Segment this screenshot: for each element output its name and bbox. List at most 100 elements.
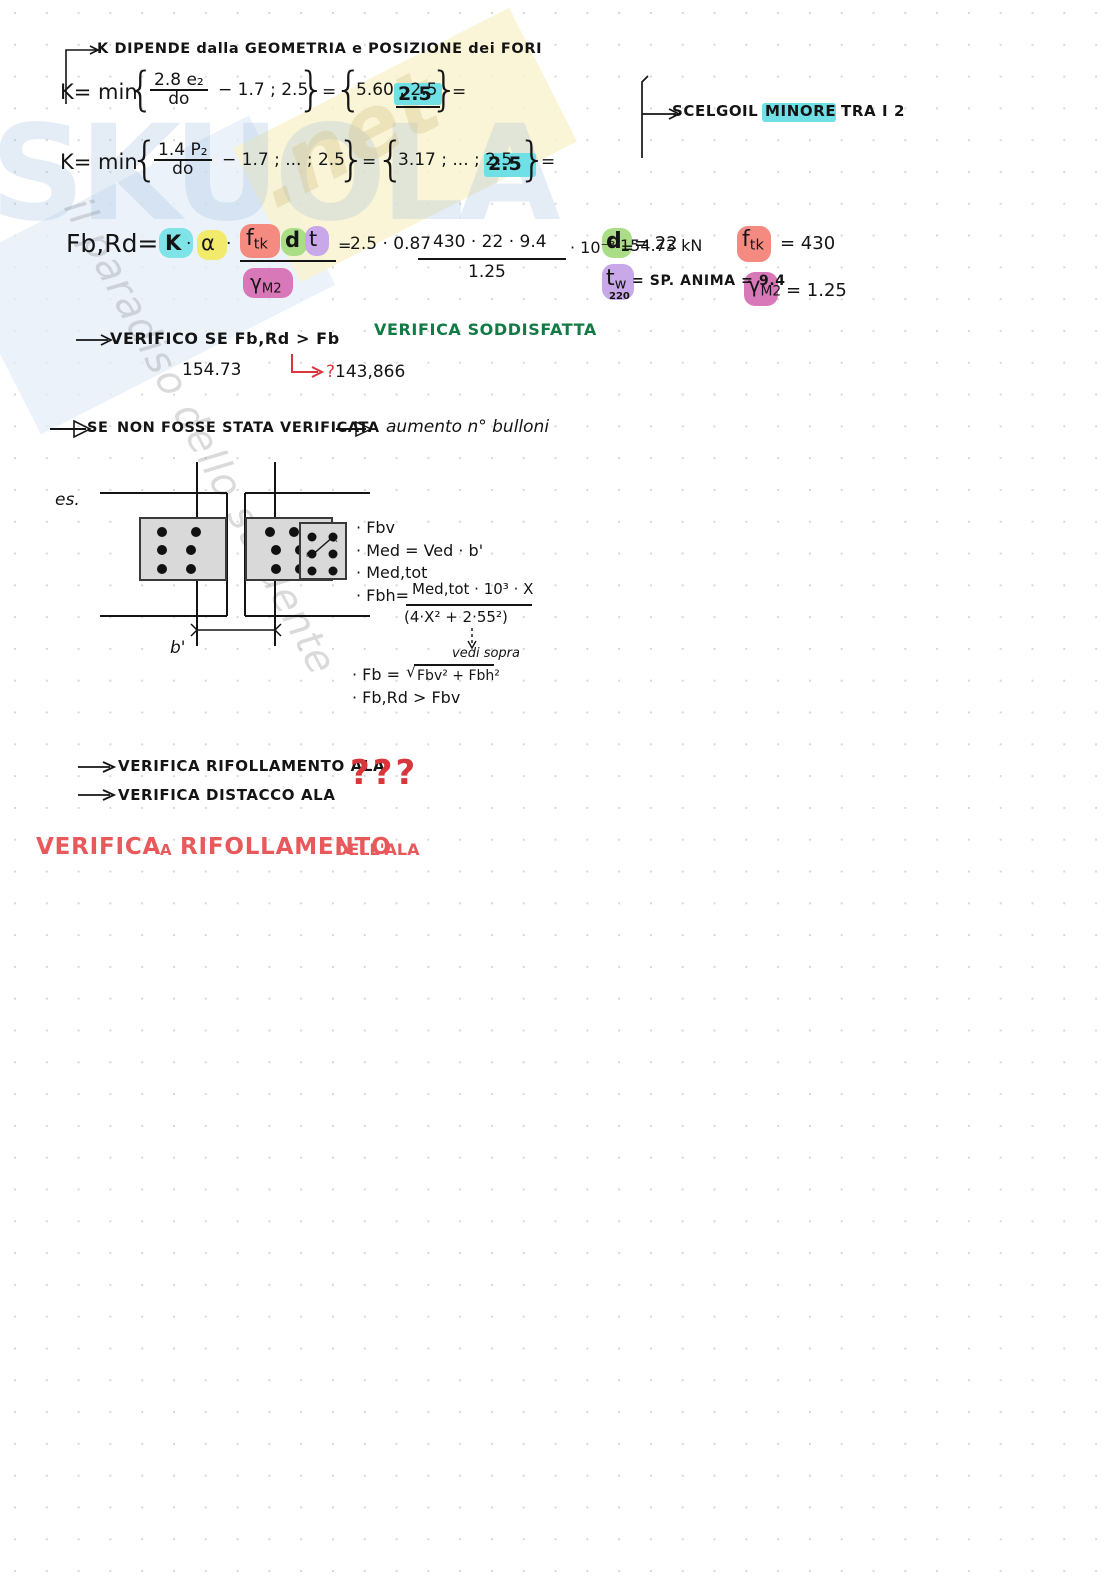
eq-fbrd-numeric-bar — [418, 258, 566, 260]
flange-check-arrow-1 — [78, 789, 117, 801]
flange-check-1: VERIFICA DISTACCO ALA — [118, 786, 336, 804]
fbh-annotation-arrow — [467, 628, 477, 650]
eq-fbrd-ftk: ftk — [246, 228, 268, 252]
eq-k1-den: do — [150, 89, 208, 108]
flange-check-arrow-0 — [78, 761, 117, 773]
highlight-param-d — [602, 228, 632, 258]
param-tw-label: tw — [606, 268, 627, 292]
eq-k1-lhs: K= min — [60, 80, 138, 104]
eq-fbrd-lhs: Fb,Rd= — [66, 229, 159, 258]
eq-fbrd-alpha: α — [201, 231, 215, 255]
eq-k1-result-underline — [396, 106, 440, 108]
param-d-value: = 22 — [634, 233, 678, 254]
eq-fbrd-numeric-pow: · 10⁻³ = — [570, 238, 634, 257]
fbh-num: Med,tot · 10³ · X — [412, 580, 534, 598]
eq-k2-lhs: K= min — [60, 150, 138, 174]
diagram-formula-1-text: Med = Ved · b' — [366, 541, 484, 560]
param-ftk-sub: tk — [749, 237, 764, 254]
param-ftk-base: f — [742, 227, 750, 252]
highlight-param-gamma — [744, 272, 778, 306]
eq-k2-den: do — [154, 159, 212, 178]
eq-fbrd-gamma: γM2 — [250, 272, 282, 296]
param-gamma-value: = 1.25 — [786, 280, 847, 301]
diagram-dimension-label: b' — [170, 638, 186, 658]
eq-k2-result: 2.5 — [488, 153, 522, 175]
eq-k2-fraction: 1.4 P₂ do — [154, 142, 212, 178]
eq-k1-equals-2: = — [452, 82, 467, 102]
param-tw-sub: w — [614, 276, 627, 293]
param-ftk-value: = 430 — [780, 233, 836, 254]
fbh-fraction-bar — [406, 604, 532, 606]
param-gamma-base: γ — [748, 273, 761, 297]
eq-fbrd-numeric-den: 1.25 — [468, 262, 506, 282]
param-gamma-sub: M2 — [760, 283, 782, 300]
not-verified-part1: SE — [87, 420, 109, 436]
bolt-inset-mark-x: x — [333, 535, 338, 544]
check-value-right: 143,866 — [335, 362, 406, 382]
choose-bracket-arrow — [641, 75, 681, 158]
highlight-param-ftk — [737, 226, 771, 262]
eq-k2-equals-2: = — [541, 152, 556, 172]
param-gamma-label: γM2 — [748, 275, 781, 299]
eq-k1-result: 2.5 — [398, 83, 432, 105]
eq-fbrd-numeric-lead: 2.5 · 0.87 — [350, 234, 432, 254]
diagram-formula-2: · Med,tot — [356, 565, 427, 581]
fbh-annotation: vedi sopra — [452, 646, 520, 661]
not-verified-arrow2 — [336, 420, 373, 438]
red-heading-part1: VERIFICA — [36, 834, 162, 860]
highlight-minore-word — [762, 103, 836, 122]
eq-fbrd-t: t — [309, 227, 318, 251]
bolt-connection-diagram — [100, 462, 370, 646]
eq-fbrd-gamma-sub: M2 — [261, 281, 282, 297]
check-line-text: VERIFICO SE Fb,Rd > Fb — [110, 329, 340, 348]
check-value-left: 154.73 — [182, 360, 242, 380]
k-depends-note: K DIPENDE dalla GEOMETRIA e POSIZIONE de… — [97, 41, 543, 57]
eq-fbrd-dot2: · — [226, 234, 232, 254]
eq-k1-rest: − 1.7 ; 2.5 — [218, 80, 309, 100]
check-question-mark: ? — [326, 362, 336, 382]
red-heading-part3: RIFOLLAMENTO — [180, 834, 392, 860]
eq-fbrd-numeric-num: 430 · 22 · 9.4 — [433, 232, 547, 252]
bolt-inset-mark-n: n — [306, 550, 312, 559]
eq-k2-equals-1: = — [362, 152, 377, 172]
eq-fbrd-d: d — [285, 228, 301, 252]
param-tw-value: = SP. ANIMA = 9.4 — [632, 273, 786, 289]
eq-fbrd-gamma-base: γ — [250, 270, 262, 294]
fbh-lhs: · Fbh= — [356, 586, 410, 605]
eq-k1-fraction: 2.8 e₂ do — [150, 72, 208, 108]
red-heading-part2: A — [160, 841, 172, 859]
diagram-formula-2-text: Med,tot — [366, 563, 428, 582]
choose-note-mid: IL — [742, 102, 759, 120]
eq-fbrd-ftk-sub: tk — [253, 236, 268, 253]
eq-k1-num: 2.8 e₂ — [154, 70, 204, 90]
param-d-label: d — [606, 229, 622, 254]
choose-note-prefix: SCELGO — [672, 102, 743, 120]
param-tw-base: t — [606, 266, 615, 291]
diagram-formula-0-text: Fbv — [366, 518, 396, 537]
fb-lhs: · Fb = — [352, 665, 401, 684]
diagram-formula-1: · Med = Ved · b' — [356, 543, 483, 559]
check-result-text: VERIFICA SODDISFATTA — [374, 320, 597, 339]
eq-k2-rest: − 1.7 ; ... ; 2.5 — [222, 150, 346, 170]
fb-sqrt-glyph: √ — [406, 662, 417, 681]
choose-note-suffix: TRA I 2 — [841, 102, 906, 120]
fbh-den: (4·X² + 2·55²) — [404, 608, 508, 626]
eq-fbrd-k: K — [165, 231, 182, 255]
fb-radicand: Fbv² + Fbh² — [417, 668, 500, 684]
bolt-inset-diagram — [299, 522, 347, 580]
diagram-formula-0: · Fbv — [356, 520, 395, 536]
bullet-2: · — [356, 563, 362, 582]
highlight-param-tw — [602, 264, 634, 300]
eq-fbrd-fraction-bar — [240, 260, 336, 263]
question-marks: ??? — [350, 753, 419, 793]
flange-check-0: VERIFICA RIFOLLAMENTO ALA — [118, 757, 386, 775]
param-ftk-label: ftk — [742, 229, 764, 253]
fbrd-check-text: · Fb,Rd > Fbv — [352, 688, 461, 707]
choose-note-highlighted: MINORE — [765, 102, 837, 120]
param-tw-sub2: 220 — [609, 291, 630, 302]
eq-fbrd-dot1: · — [186, 234, 192, 254]
fb-radical-bar — [414, 664, 494, 666]
not-verified-part3: aumento n° bulloni — [386, 417, 550, 437]
red-heading-part4: DELL'ALA — [335, 840, 420, 859]
